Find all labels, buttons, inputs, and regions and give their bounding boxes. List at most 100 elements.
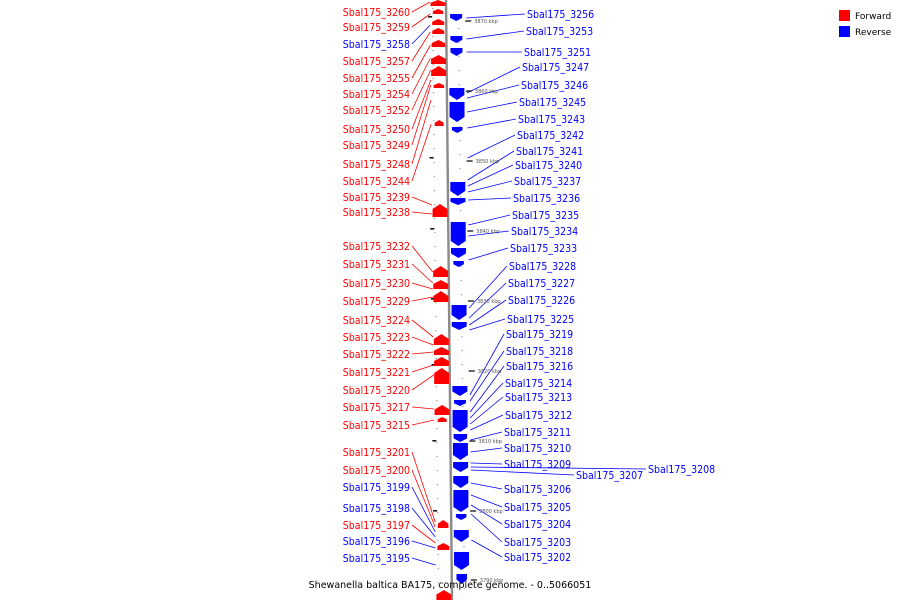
reverse-gene-arrow[interactable]	[453, 462, 469, 472]
gene-label[interactable]: Sbal175_3216	[506, 361, 573, 373]
reverse-gene-arrow[interactable]	[450, 222, 466, 246]
gene-label[interactable]: Sbal175_3226	[508, 295, 575, 307]
gene-label[interactable]: Sbal175_3203	[504, 537, 571, 549]
forward-gene-arrow[interactable]	[433, 83, 445, 88]
gene-label[interactable]: Sbal175_3206	[504, 484, 571, 496]
reverse-gene-arrow[interactable]	[451, 322, 467, 330]
gene-label[interactable]: Sbal175_3231	[343, 259, 410, 271]
reverse-gene-arrow[interactable]	[453, 476, 469, 488]
forward-gene-arrow[interactable]	[431, 55, 447, 64]
forward-gene-arrow[interactable]	[432, 28, 445, 34]
gene-label[interactable]: Sbal175_3204	[504, 519, 571, 531]
forward-gene-arrow[interactable]	[434, 368, 450, 384]
gene-label[interactable]: Sbal175_3258	[343, 39, 410, 51]
gene-label[interactable]: Sbal175_3241	[516, 146, 583, 158]
gene-label[interactable]: Sbal175_3246	[521, 80, 588, 92]
gene-label[interactable]: Sbal175_3197	[343, 520, 410, 532]
gene-label[interactable]: Sbal175_3207	[576, 470, 643, 482]
forward-gene-arrow[interactable]	[433, 280, 449, 289]
reverse-gene-arrow[interactable]	[453, 434, 468, 442]
gene-label[interactable]: Sbal175_3211	[504, 427, 571, 439]
gene-label[interactable]: Sbal175_3223	[343, 332, 410, 344]
gene-label[interactable]: Sbal175_3222	[343, 349, 410, 361]
reverse-gene-arrow[interactable]	[453, 490, 469, 512]
reverse-gene-arrow[interactable]	[454, 552, 470, 570]
gene-label[interactable]: Sbal175_3217	[343, 402, 410, 414]
gene-label[interactable]: Sbal175_3249	[343, 140, 410, 152]
gene-label[interactable]: Sbal175_3210	[504, 443, 571, 455]
reverse-gene-arrow[interactable]	[451, 305, 467, 320]
gene-label[interactable]: Sbal175_3200	[343, 465, 410, 477]
forward-gene-arrow[interactable]	[433, 266, 449, 277]
gene-label[interactable]: Sbal175_3205	[504, 502, 571, 514]
reverse-gene-arrow[interactable]	[449, 102, 465, 122]
gene-label[interactable]: Sbal175_3198	[343, 503, 410, 515]
gene-label[interactable]: Sbal175_3227	[508, 278, 575, 290]
forward-gene-arrow[interactable]	[431, 66, 447, 76]
reverse-gene-arrow[interactable]	[455, 514, 467, 520]
gene-label[interactable]: Sbal175_3236	[513, 193, 580, 205]
gene-label[interactable]: Sbal175_3195	[343, 553, 410, 565]
forward-gene-arrow[interactable]	[430, 0, 446, 6]
reverse-gene-arrow[interactable]	[450, 14, 463, 21]
gene-label[interactable]: Sbal175_3228	[509, 261, 576, 273]
gene-label[interactable]: Sbal175_3215	[343, 420, 410, 432]
forward-gene-arrow[interactable]	[434, 120, 444, 126]
gene-label[interactable]: Sbal175_3254	[343, 89, 410, 101]
reverse-gene-arrow[interactable]	[450, 248, 466, 258]
gene-label[interactable]: Sbal175_3256	[527, 9, 594, 21]
forward-gene-arrow[interactable]	[431, 40, 446, 47]
gene-label[interactable]: Sbal175_3218	[506, 346, 573, 358]
reverse-gene-arrow[interactable]	[450, 182, 466, 196]
forward-gene-arrow[interactable]	[433, 334, 449, 345]
forward-gene-arrow[interactable]	[433, 291, 449, 302]
gene-labels[interactable]: Sbal175_3260 Sbal175_3259 Sbal175_3258 Sbal…	[343, 7, 715, 565]
gene-label[interactable]: Sbal175_3208	[648, 464, 715, 476]
gene-label[interactable]: Sbal175_3233	[510, 243, 577, 255]
gene-label[interactable]: Sbal175_3230	[343, 278, 410, 290]
gene-label[interactable]: Sbal175_3224	[343, 315, 410, 327]
gene-label[interactable]: Sbal175_3248	[343, 159, 410, 171]
gene-label[interactable]: Sbal175_3244	[343, 176, 410, 188]
gene-label[interactable]: Sbal175_3220	[343, 385, 410, 397]
reverse-gene-arrow[interactable]	[452, 386, 468, 396]
gene-label[interactable]: Sbal175_3252	[343, 105, 410, 117]
forward-gene-arrow[interactable]	[437, 520, 449, 528]
gene-label[interactable]: Sbal175_3212	[505, 410, 572, 422]
forward-gene-arrow[interactable]	[432, 9, 444, 14]
reverse-gene-arrow[interactable]	[452, 410, 468, 432]
gene-label[interactable]: Sbal175_3237	[514, 176, 581, 188]
gene-label[interactable]: Sbal175_3199	[343, 482, 410, 494]
gene-label[interactable]: Sbal175_3209	[504, 459, 571, 471]
gene-label[interactable]: Sbal175_3202	[504, 552, 571, 564]
reverse-gene-arrow[interactable]	[452, 443, 468, 460]
forward-gene-arrow[interactable]	[436, 590, 452, 600]
gene-label[interactable]: Sbal175_3253	[526, 26, 593, 38]
reverse-gene-arrow[interactable]	[453, 261, 464, 267]
forward-gene-arrow[interactable]	[434, 405, 450, 415]
gene-label[interactable]: Sbal175_3245	[519, 97, 586, 109]
gene-label[interactable]: Sbal175_3240	[515, 160, 582, 172]
reverse-gene-arrow[interactable]	[454, 400, 466, 406]
gene-label[interactable]: Sbal175_3239	[343, 192, 410, 204]
gene-label[interactable]: Sbal175_3225	[507, 314, 574, 326]
gene-label[interactable]: Sbal175_3250	[343, 124, 410, 136]
gene-label[interactable]: Sbal175_3251	[524, 47, 591, 59]
gene-label[interactable]: Sbal175_3213	[505, 392, 572, 404]
reverse-gene-arrow[interactable]	[450, 198, 466, 205]
reverse-gene-arrow[interactable]	[456, 574, 467, 584]
gene-label[interactable]: Sbal175_3238	[343, 207, 410, 219]
forward-gene-arrow[interactable]	[434, 357, 450, 366]
gene-label[interactable]: Sbal175_3255	[343, 73, 410, 85]
gene-label[interactable]: Sbal175_3221	[343, 367, 410, 379]
forward-gene-arrow[interactable]	[432, 204, 448, 217]
gene-label[interactable]: Sbal175_3257	[343, 56, 410, 68]
gene-label[interactable]: Sbal175_3247	[522, 62, 589, 74]
gene-label[interactable]: Sbal175_3196	[343, 536, 410, 548]
reverse-gene-arrow[interactable]	[450, 48, 463, 56]
gene-label[interactable]: Sbal175_3229	[343, 296, 410, 308]
reverse-gene-arrow[interactable]	[450, 36, 463, 43]
gene-label[interactable]: Sbal175_3234	[511, 226, 578, 238]
reverse-gene-arrow[interactable]	[453, 530, 469, 542]
gene-label[interactable]: Sbal175_3214	[505, 378, 572, 390]
